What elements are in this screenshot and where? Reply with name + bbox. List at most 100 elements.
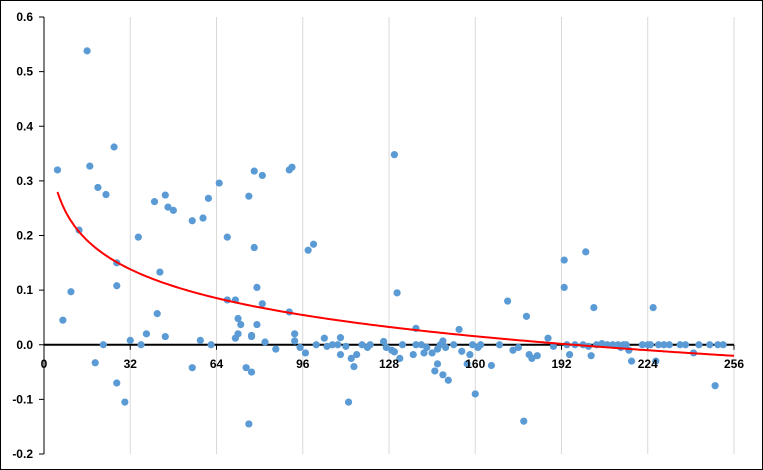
data-point (420, 349, 428, 357)
x-tick-label: 192 (551, 357, 571, 371)
data-point (234, 314, 242, 323)
x-tick-label: 128 (379, 357, 399, 371)
y-tick-label: 0.5 (16, 65, 33, 79)
data-point (245, 192, 253, 200)
data-point (113, 379, 121, 387)
data-point (110, 143, 118, 151)
data-point (288, 163, 296, 171)
data-point (336, 350, 345, 359)
data-point (681, 341, 690, 349)
data-point (444, 376, 452, 384)
y-tick-label: -0.1 (12, 392, 33, 406)
data-point (366, 341, 374, 349)
data-point (199, 214, 207, 222)
x-tick-label: 160 (465, 357, 485, 371)
data-point (455, 325, 463, 334)
data-point (334, 341, 342, 349)
data-point (409, 350, 417, 359)
data-point (468, 341, 477, 349)
data-point (660, 341, 668, 349)
data-point (247, 332, 256, 341)
data-point (439, 337, 447, 345)
data-point (301, 349, 310, 357)
data-point (247, 368, 256, 376)
data-point (137, 341, 145, 349)
data-point (396, 354, 404, 363)
data-point (625, 346, 633, 354)
data-point (549, 342, 558, 350)
data-point (156, 268, 164, 276)
data-point (719, 341, 727, 349)
x-tick-label: 224 (638, 357, 658, 371)
data-point (711, 382, 719, 390)
data-point (431, 367, 439, 375)
data-point (344, 398, 353, 406)
data-point (142, 330, 151, 338)
data-point (665, 341, 673, 349)
data-point (250, 167, 258, 175)
data-point (328, 341, 336, 349)
x-tick-label: 32 (124, 357, 138, 371)
y-tick-labels: -0.2 -0.1 0.0 0.1 0.2 0.3 0.4 0.5 0.6 (12, 10, 33, 461)
data-point (245, 420, 253, 428)
data-point (336, 334, 345, 342)
y-tick-label: 0.0 (16, 338, 33, 352)
data-point (390, 348, 398, 356)
data-point (450, 341, 458, 349)
data-point (398, 341, 407, 349)
data-point (196, 336, 204, 344)
data-point (652, 357, 660, 365)
data-point (296, 343, 304, 352)
data-point (544, 334, 552, 342)
x-tick-label: 0 (41, 357, 48, 371)
data-point (237, 320, 245, 329)
data-point (312, 341, 320, 349)
data-point (291, 337, 299, 345)
data-point (649, 304, 657, 312)
data-point (466, 350, 474, 359)
data-points (53, 47, 727, 428)
data-point (393, 289, 401, 297)
data-point (164, 203, 172, 211)
data-point (638, 341, 646, 349)
data-point (714, 341, 722, 349)
data-point (121, 398, 129, 406)
data-point (86, 162, 94, 170)
y-tick-label: 0.2 (16, 229, 33, 243)
data-point (560, 283, 568, 291)
data-point (113, 282, 121, 290)
x-tick-label: 256 (724, 357, 744, 371)
data-point (94, 183, 102, 192)
data-point (347, 354, 355, 363)
data-point (622, 341, 630, 349)
data-point (309, 240, 318, 248)
y-tick-label: -0.2 (12, 447, 33, 461)
data-point (487, 361, 496, 370)
data-point (91, 359, 99, 367)
data-point (520, 417, 528, 425)
data-point (533, 352, 541, 360)
data-point (272, 345, 280, 353)
data-point (458, 347, 466, 355)
y-tick-label: 0.1 (16, 283, 33, 297)
data-point (514, 343, 522, 352)
data-point (153, 310, 161, 318)
data-point (495, 341, 504, 349)
data-point (188, 364, 196, 372)
data-point (169, 206, 177, 214)
data-point (83, 47, 91, 55)
data-point (442, 343, 450, 352)
data-point (188, 217, 196, 225)
data-point (223, 233, 231, 241)
data-point (207, 341, 215, 349)
data-point (134, 233, 142, 241)
data-point (522, 312, 531, 320)
data-point (627, 357, 636, 365)
data-point (390, 151, 398, 159)
data-point (320, 334, 328, 342)
data-point (67, 288, 75, 296)
data-point (102, 190, 110, 199)
y-tick-label: 0.3 (16, 174, 33, 188)
